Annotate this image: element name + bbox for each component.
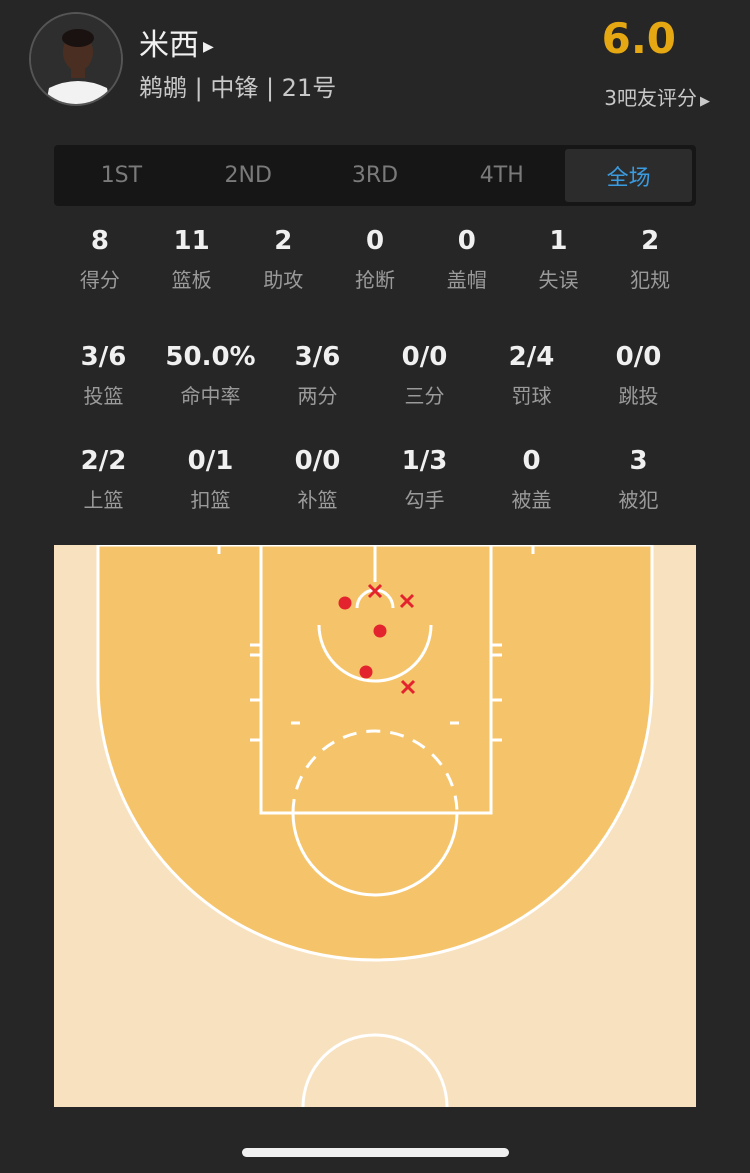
stat-value: 11 <box>173 226 210 256</box>
shot-made-marker <box>359 665 373 679</box>
triangle-right-icon: ▶ <box>700 94 710 109</box>
home-indicator[interactable] <box>242 1148 509 1157</box>
basic-stats: 8 得分 11 篮板 2 助攻 0 抢断 0 盖帽 1 失误 2 犯规 <box>54 226 696 293</box>
restricted-area <box>317 624 433 683</box>
stat-label: 勾手 <box>404 488 445 512</box>
stat-cell: 0/0 补篮 <box>264 446 371 513</box>
triangle-right-icon: ▶ <box>203 38 214 55</box>
stat-value: 1 <box>549 226 568 256</box>
player-name[interactable]: 米西 ▶ <box>139 28 214 63</box>
stat-value: 2/2 <box>80 446 127 476</box>
stat-cell: 0 抢断 <box>329 226 421 293</box>
stat-value: 2 <box>274 226 293 256</box>
stat-label: 命中率 <box>180 384 241 408</box>
stat-cell: 1 失误 <box>513 226 605 293</box>
stat-label: 三分 <box>404 384 445 408</box>
stat-label: 篮板 <box>171 268 212 292</box>
tab-full-game[interactable]: 全场 <box>565 149 692 202</box>
stat-label: 被犯 <box>618 488 659 512</box>
tab-2nd[interactable]: 2ND <box>224 163 272 188</box>
shot-missed-marker <box>399 593 415 609</box>
stat-value: 2/4 <box>508 342 555 372</box>
stat-cell: 3/6 两分 <box>264 342 371 409</box>
shot-missed-marker <box>400 679 416 695</box>
stat-value: 0/1 <box>187 446 234 476</box>
stat-label: 得分 <box>79 268 120 292</box>
shot-made-marker <box>338 596 352 610</box>
three-point-line <box>96 545 654 962</box>
stat-value: 3/6 <box>294 342 341 372</box>
shot-made-marker <box>373 624 387 638</box>
stat-cell: 0/0 跳投 <box>585 342 692 409</box>
stat-value: 3 <box>629 446 648 476</box>
stat-value: 1/3 <box>401 446 448 476</box>
stat-cell: 11 篮板 <box>146 226 238 293</box>
stat-cell: 2 助攻 <box>237 226 329 293</box>
stat-label: 扣篮 <box>190 488 231 512</box>
stat-label: 两分 <box>297 384 338 408</box>
stat-cell: 0/1 扣篮 <box>157 446 264 513</box>
stat-value: 0 <box>365 226 385 256</box>
tab-4th[interactable]: 4TH <box>479 163 524 188</box>
stat-label: 犯规 <box>630 268 671 292</box>
stat-label: 跳投 <box>618 384 659 408</box>
shot-type-stats: 2/2 上篮 0/1 扣篮 0/0 补篮 1/3 勾手 0 被盖 3 被犯 <box>50 446 692 513</box>
player-avatar[interactable] <box>29 12 123 106</box>
rating-count-link[interactable]: 3吧友评分 ▶ <box>604 86 710 110</box>
player-rating: 6.0 <box>601 14 676 63</box>
stat-value: 3/6 <box>80 342 127 372</box>
stat-cell: 2/2 上篮 <box>50 446 157 513</box>
stat-cell: 50.0% 命中率 <box>157 342 264 409</box>
stat-label: 补篮 <box>297 488 338 512</box>
stat-cell: 3 被犯 <box>585 446 692 513</box>
stat-label: 助攻 <box>263 268 304 292</box>
free-throw-circle-solid <box>291 812 459 897</box>
stat-label: 被盖 <box>511 488 552 512</box>
stat-value: 0/0 <box>294 446 341 476</box>
stat-value: 50.0% <box>165 342 256 372</box>
stat-label: 抢断 <box>355 268 396 292</box>
stat-value: 0 <box>457 226 476 256</box>
center-circle <box>301 1033 449 1107</box>
stat-label: 盖帽 <box>446 268 487 292</box>
player-photo <box>31 14 121 104</box>
stat-cell: 2 犯规 <box>604 226 696 293</box>
stat-cell: 0 被盖 <box>478 446 585 513</box>
stat-value: 0/0 <box>615 342 662 372</box>
stat-cell: 8 得分 <box>54 226 146 293</box>
free-throw-circle-dashed <box>291 729 459 814</box>
stat-cell: 2/4 罚球 <box>478 342 585 409</box>
stat-cell: 3/6 投篮 <box>50 342 157 409</box>
stat-label: 上篮 <box>83 488 124 512</box>
player-info: 鹈鹕 | 中锋 | 21号 <box>139 74 337 102</box>
stat-value: 2 <box>641 226 660 256</box>
paint <box>259 545 493 815</box>
shooting-stats: 3/6 投篮 50.0% 命中率 3/6 两分 0/0 三分 2/4 罚球 0/0 跳投 <box>50 342 692 409</box>
shot-missed-marker <box>367 583 383 599</box>
stat-value: 0/0 <box>401 342 448 372</box>
stat-value: 0 <box>522 446 541 476</box>
stat-cell: 0 盖帽 <box>421 226 513 293</box>
stat-label: 投篮 <box>83 384 124 408</box>
period-tabs: 1ST 2ND 3RD 4TH 全场 <box>54 145 696 206</box>
stat-label: 罚球 <box>511 384 552 408</box>
stat-value: 8 <box>90 226 109 256</box>
stat-cell: 1/3 勾手 <box>371 446 478 513</box>
tab-3rd[interactable]: 3RD <box>351 163 399 188</box>
shot-chart-court <box>54 545 696 1107</box>
tab-1st[interactable]: 1ST <box>100 163 143 188</box>
stat-label: 失误 <box>538 268 579 292</box>
stat-cell: 0/0 三分 <box>371 342 478 409</box>
